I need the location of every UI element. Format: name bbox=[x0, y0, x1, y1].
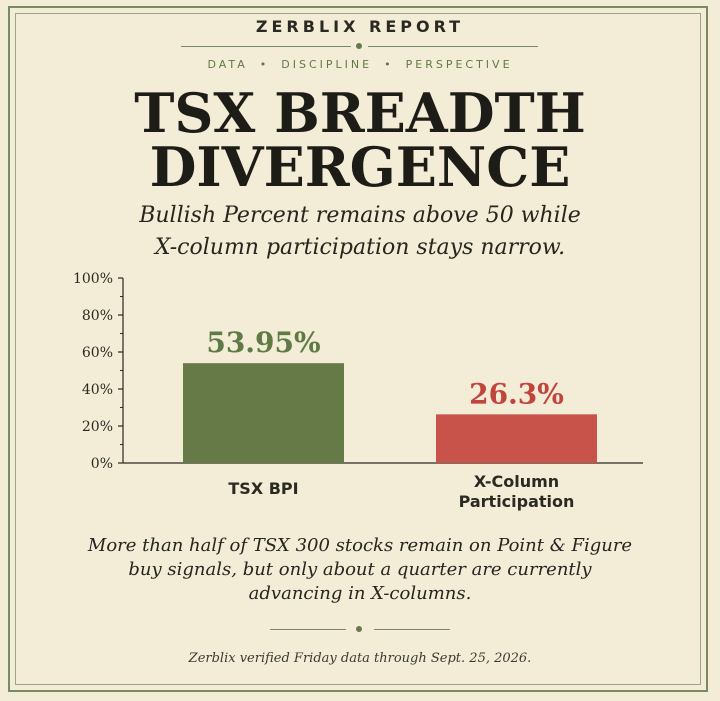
bar bbox=[436, 414, 597, 463]
tagline-separator: • bbox=[384, 58, 394, 71]
brand-name: ZERBLIX REPORT bbox=[255, 17, 465, 36]
tagline-data: DATA bbox=[207, 58, 248, 71]
inner-border bbox=[15, 13, 701, 685]
header-rule-left bbox=[181, 46, 351, 47]
bar bbox=[183, 363, 344, 463]
bar-data-label: 26.3% bbox=[469, 377, 564, 410]
header-ornament-dot bbox=[356, 43, 362, 49]
footer-ornament-dot bbox=[356, 626, 362, 632]
bar-data-label: 53.95% bbox=[206, 326, 320, 359]
subheadline-line-1: Bullish Percent remains above 50 while bbox=[139, 203, 581, 228]
tagline-separator: • bbox=[259, 58, 270, 71]
subheadline: Bullish Percent remains above 50 while X… bbox=[0, 200, 720, 264]
summary-line-1: More than half of TSX 300 stocks remain … bbox=[87, 535, 633, 556]
y-tick-label: 20% bbox=[82, 419, 113, 435]
subheadline-line-2: X-column participation stays narrow. bbox=[154, 235, 566, 260]
x-category-label: Participation bbox=[459, 492, 575, 511]
footnote: Zerblix verified Friday data through Sep… bbox=[188, 651, 532, 666]
summary-text: More than half of TSX 300 stocks remain … bbox=[60, 534, 660, 606]
x-category-label: X-Column bbox=[474, 472, 559, 491]
y-tick-label: 40% bbox=[82, 382, 113, 398]
tagline: DATA • DISCIPLINE • PERSPECTIVE bbox=[0, 58, 720, 71]
y-tick-label: 100% bbox=[73, 271, 113, 287]
y-tick-label: 60% bbox=[82, 345, 113, 361]
tagline-discipline: DISCIPLINE bbox=[281, 58, 373, 71]
tagline-perspective: PERSPECTIVE bbox=[405, 58, 513, 71]
summary-line-2: buy signals, but only about a quarter ar… bbox=[128, 559, 592, 580]
header-rule-right bbox=[368, 46, 538, 47]
summary-line-3: advancing in X-columns. bbox=[248, 583, 472, 604]
y-tick-label: 80% bbox=[82, 308, 113, 324]
footer-rule-left bbox=[270, 629, 346, 630]
headline-line-2: DIVERGENCE bbox=[149, 135, 571, 199]
footer-rule-right bbox=[374, 629, 450, 630]
y-tick-label: 0% bbox=[91, 456, 113, 472]
outer-border bbox=[8, 6, 708, 692]
headline-line-1: TSX BREADTH bbox=[134, 81, 586, 145]
x-category-label: TSX BPI bbox=[228, 479, 298, 498]
headline: TSX BREADTH DIVERGENCE bbox=[0, 86, 720, 194]
